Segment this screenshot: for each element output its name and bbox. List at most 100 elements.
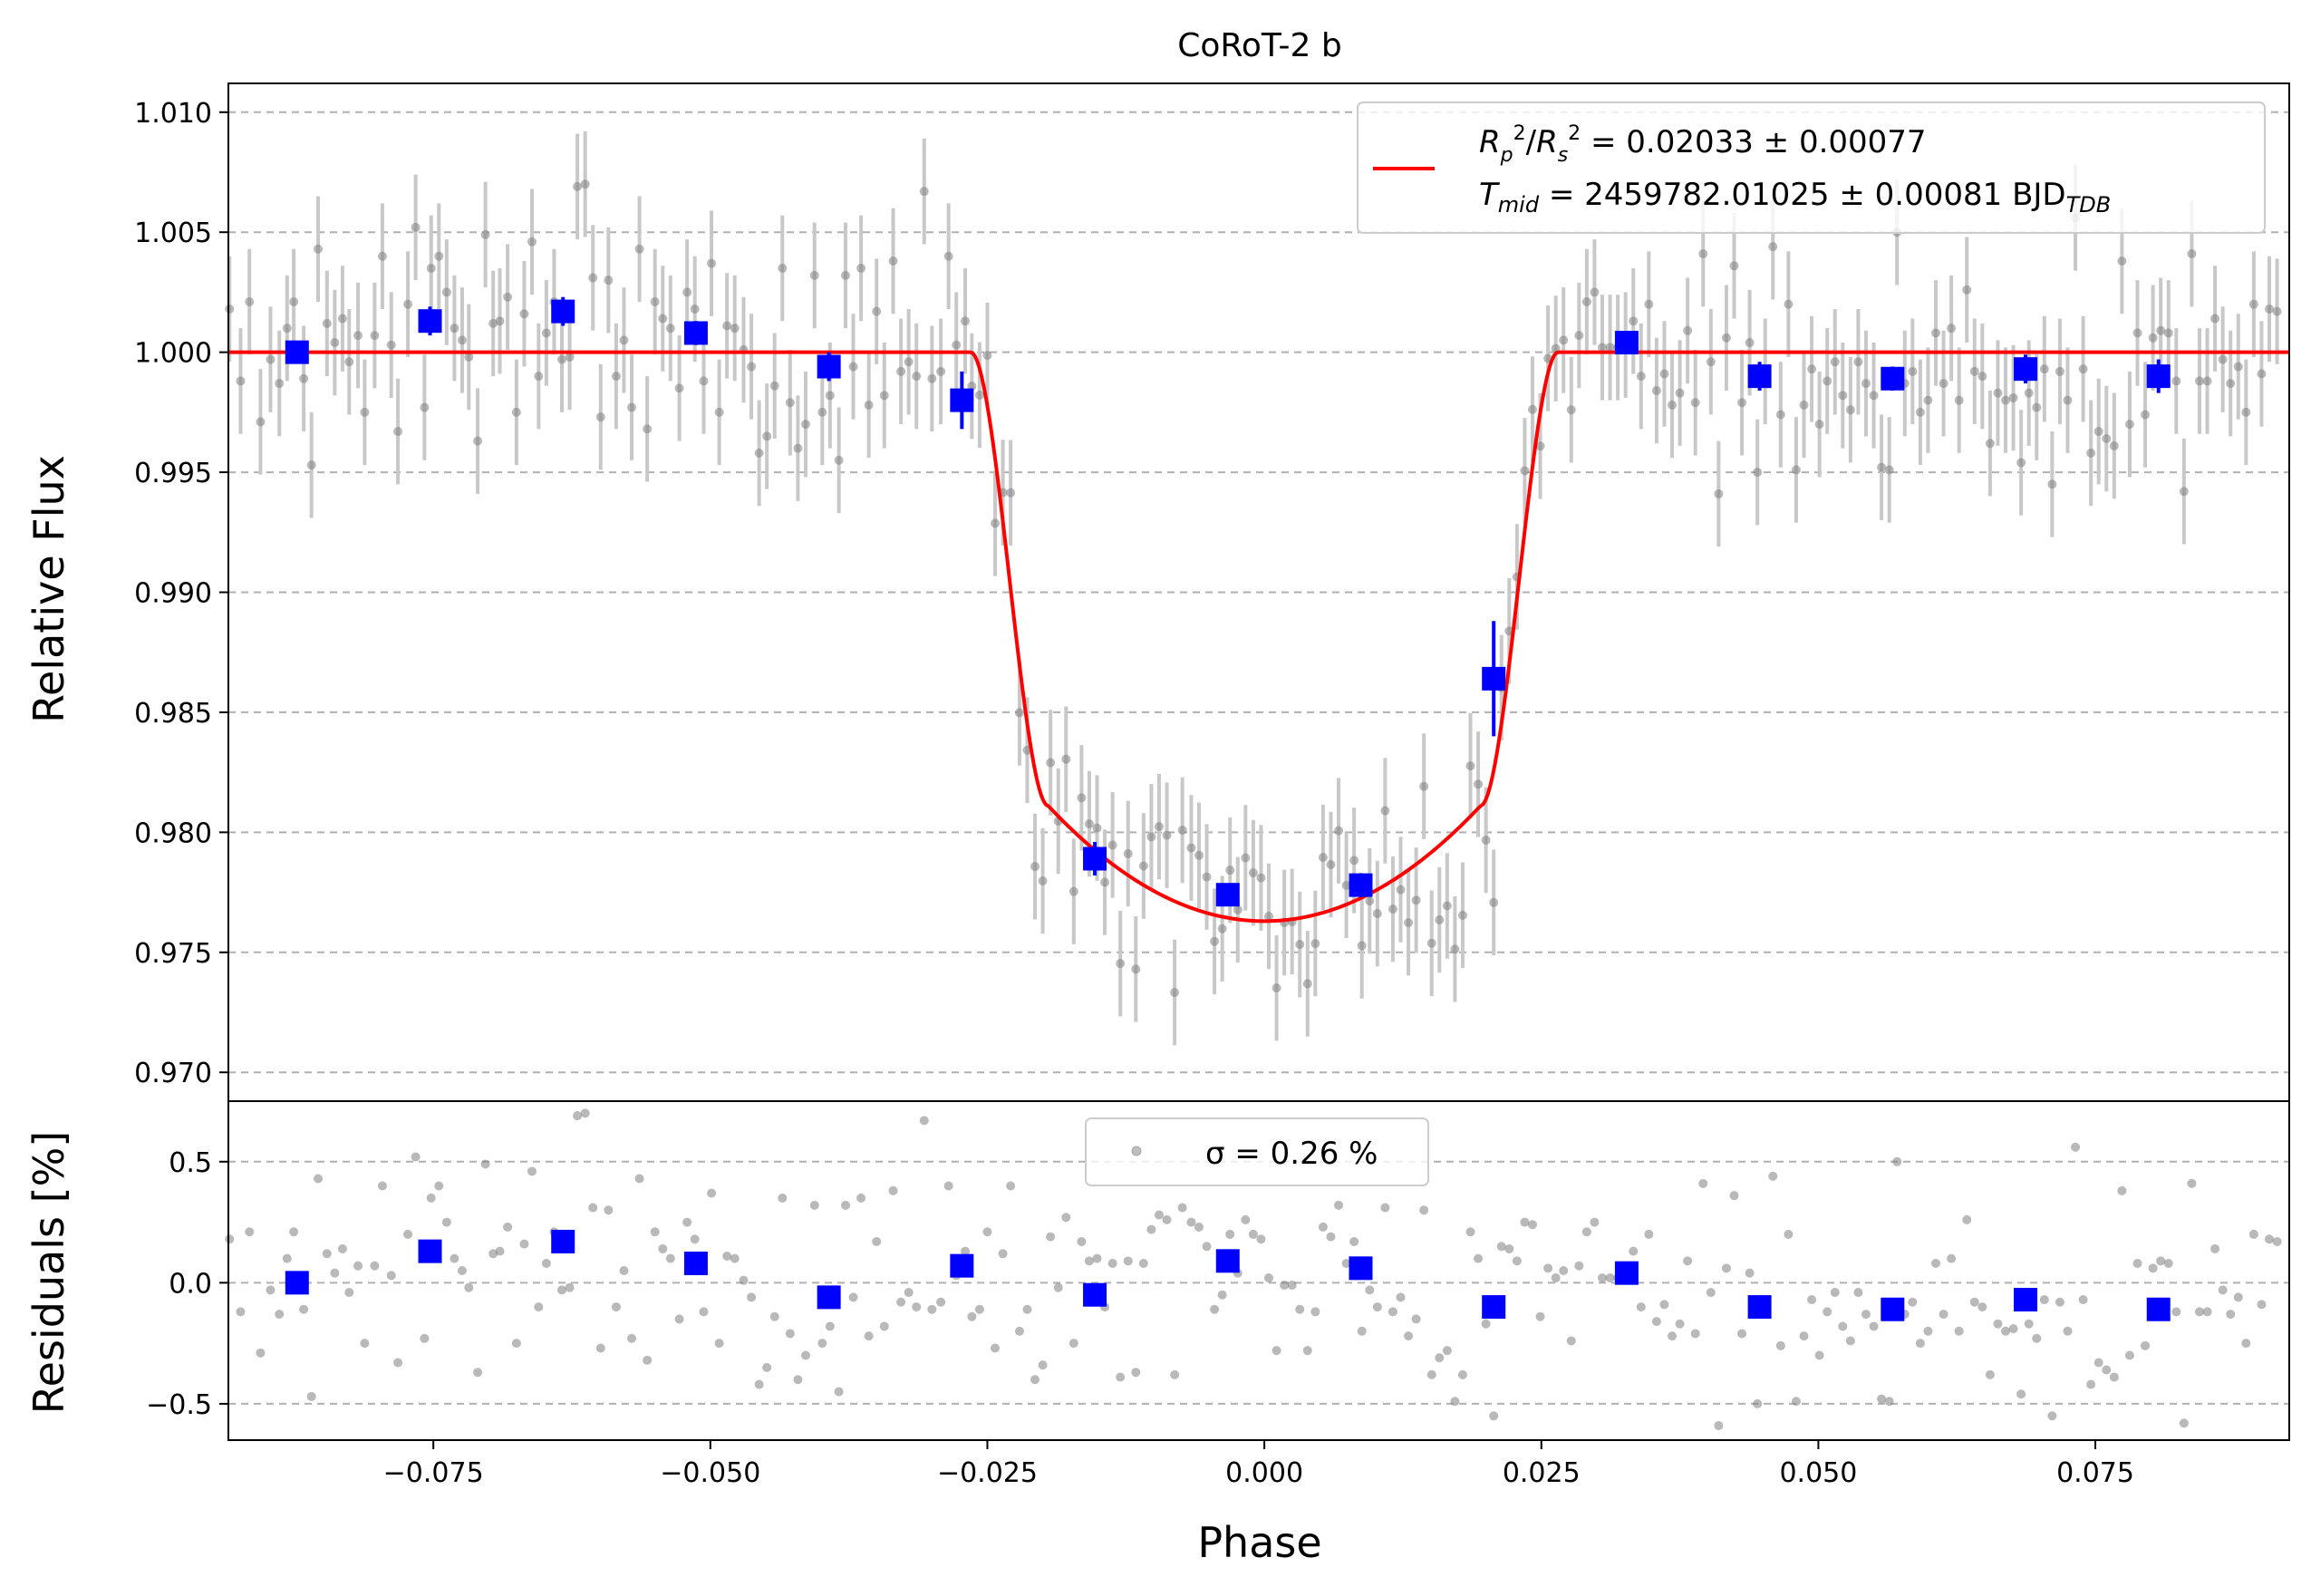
data-point <box>1605 343 1615 353</box>
data-point <box>299 373 309 383</box>
data-point <box>370 331 380 341</box>
data-point <box>1947 324 1957 334</box>
residual-binned-point <box>1747 1295 1772 1320</box>
residual-point <box>1908 1297 1918 1307</box>
data-point <box>1046 758 1056 768</box>
residual-point <box>1162 1214 1172 1224</box>
data-point <box>1457 910 1467 920</box>
residual-point <box>1131 1368 1141 1378</box>
residual-point <box>1644 1229 1654 1239</box>
residual-point <box>817 1339 827 1349</box>
residual-point <box>1372 1302 1382 1312</box>
residual-point <box>1861 1310 1871 1320</box>
data-point <box>1100 877 1110 887</box>
residual-point <box>1721 1263 1731 1273</box>
data-point <box>1318 853 1328 863</box>
residual-point <box>353 1261 363 1271</box>
data-point <box>1807 364 1817 374</box>
x-ticks: −0.075 −0.050 −0.025 0.000 0.025 0.050 0.075 <box>383 1440 2134 1489</box>
residual-point <box>1581 1227 1591 1237</box>
residual-point <box>1084 1256 1094 1266</box>
data-point <box>834 455 844 465</box>
residual-point <box>991 1343 1001 1353</box>
residual-point <box>2001 1326 2011 1336</box>
residual-point <box>2055 1297 2064 1307</box>
data-point <box>511 407 521 417</box>
residual-point <box>840 1200 850 1210</box>
residual-point <box>982 1227 992 1237</box>
data-point <box>1581 297 1591 307</box>
residual-point <box>330 1268 340 1278</box>
data-point <box>1520 466 1530 476</box>
data-point <box>1241 853 1251 863</box>
data-point <box>588 273 598 283</box>
residual-point <box>534 1302 544 1312</box>
residual-point <box>1605 1273 1615 1283</box>
data-point <box>1202 872 1212 882</box>
data-point <box>1590 287 1600 297</box>
residual-point <box>1202 1242 1212 1252</box>
data-point <box>634 244 644 254</box>
residual-point <box>1753 1398 1763 1408</box>
data-point <box>879 391 889 401</box>
residual-point <box>1068 1339 1078 1349</box>
data-point <box>2148 333 2158 343</box>
residual-point <box>1341 1258 1351 1268</box>
residual-point <box>674 1314 684 1324</box>
data-point <box>2272 306 2282 316</box>
data-point <box>1138 861 1148 871</box>
data-point <box>864 400 874 410</box>
data-point <box>473 436 483 446</box>
data-point <box>1845 405 1855 415</box>
residual-point <box>519 1239 529 1249</box>
data-point <box>1084 819 1094 829</box>
residual-point <box>1435 1353 1445 1363</box>
y-axis-label-top: Relative Flux <box>24 455 73 723</box>
residual-point <box>1061 1213 1071 1223</box>
data-point <box>1791 465 1801 475</box>
residual-point <box>2171 1307 2181 1317</box>
data-point <box>1985 439 1995 449</box>
residual-point <box>1962 1214 1972 1224</box>
residual-point <box>2024 1319 2034 1329</box>
binned-point <box>1349 873 1373 897</box>
data-point <box>1006 488 1016 498</box>
residual-point <box>1225 1229 1235 1239</box>
data-point <box>1123 848 1133 858</box>
data-point <box>1419 781 1429 791</box>
data-point <box>627 402 637 412</box>
data-point <box>1474 779 1484 789</box>
data-point <box>1233 904 1243 914</box>
data-point <box>800 420 810 430</box>
x-tick-label: 0.075 <box>2056 1457 2134 1489</box>
residual-point <box>2071 1142 2081 1152</box>
data-point <box>1349 856 1359 866</box>
data-point <box>2171 376 2181 386</box>
residual-point <box>848 1292 858 1302</box>
residual-point <box>1668 1331 1678 1341</box>
data-point <box>1915 407 1925 417</box>
residual-point <box>793 1375 803 1385</box>
data-point <box>927 373 937 383</box>
residual-point <box>360 1339 370 1349</box>
residual-point <box>1186 1217 1196 1227</box>
data-point <box>330 338 340 348</box>
data-point <box>2156 325 2166 335</box>
data-point <box>952 340 962 350</box>
residual-point <box>370 1261 380 1271</box>
residual-point <box>974 1304 984 1314</box>
residual-point <box>1006 1181 1016 1191</box>
residual-point <box>1349 1236 1359 1246</box>
residual-point <box>541 1258 551 1268</box>
residual-point <box>1411 1314 1421 1324</box>
data-point <box>289 297 299 307</box>
data-point <box>1869 391 1879 401</box>
data-point <box>266 354 276 364</box>
data-point <box>1077 793 1087 803</box>
data-point <box>1302 979 1312 989</box>
residual-point <box>2148 1263 2158 1273</box>
binned-point <box>2014 357 2038 382</box>
data-point <box>503 292 513 302</box>
residual-point <box>503 1222 513 1232</box>
data-point <box>1272 983 1281 993</box>
